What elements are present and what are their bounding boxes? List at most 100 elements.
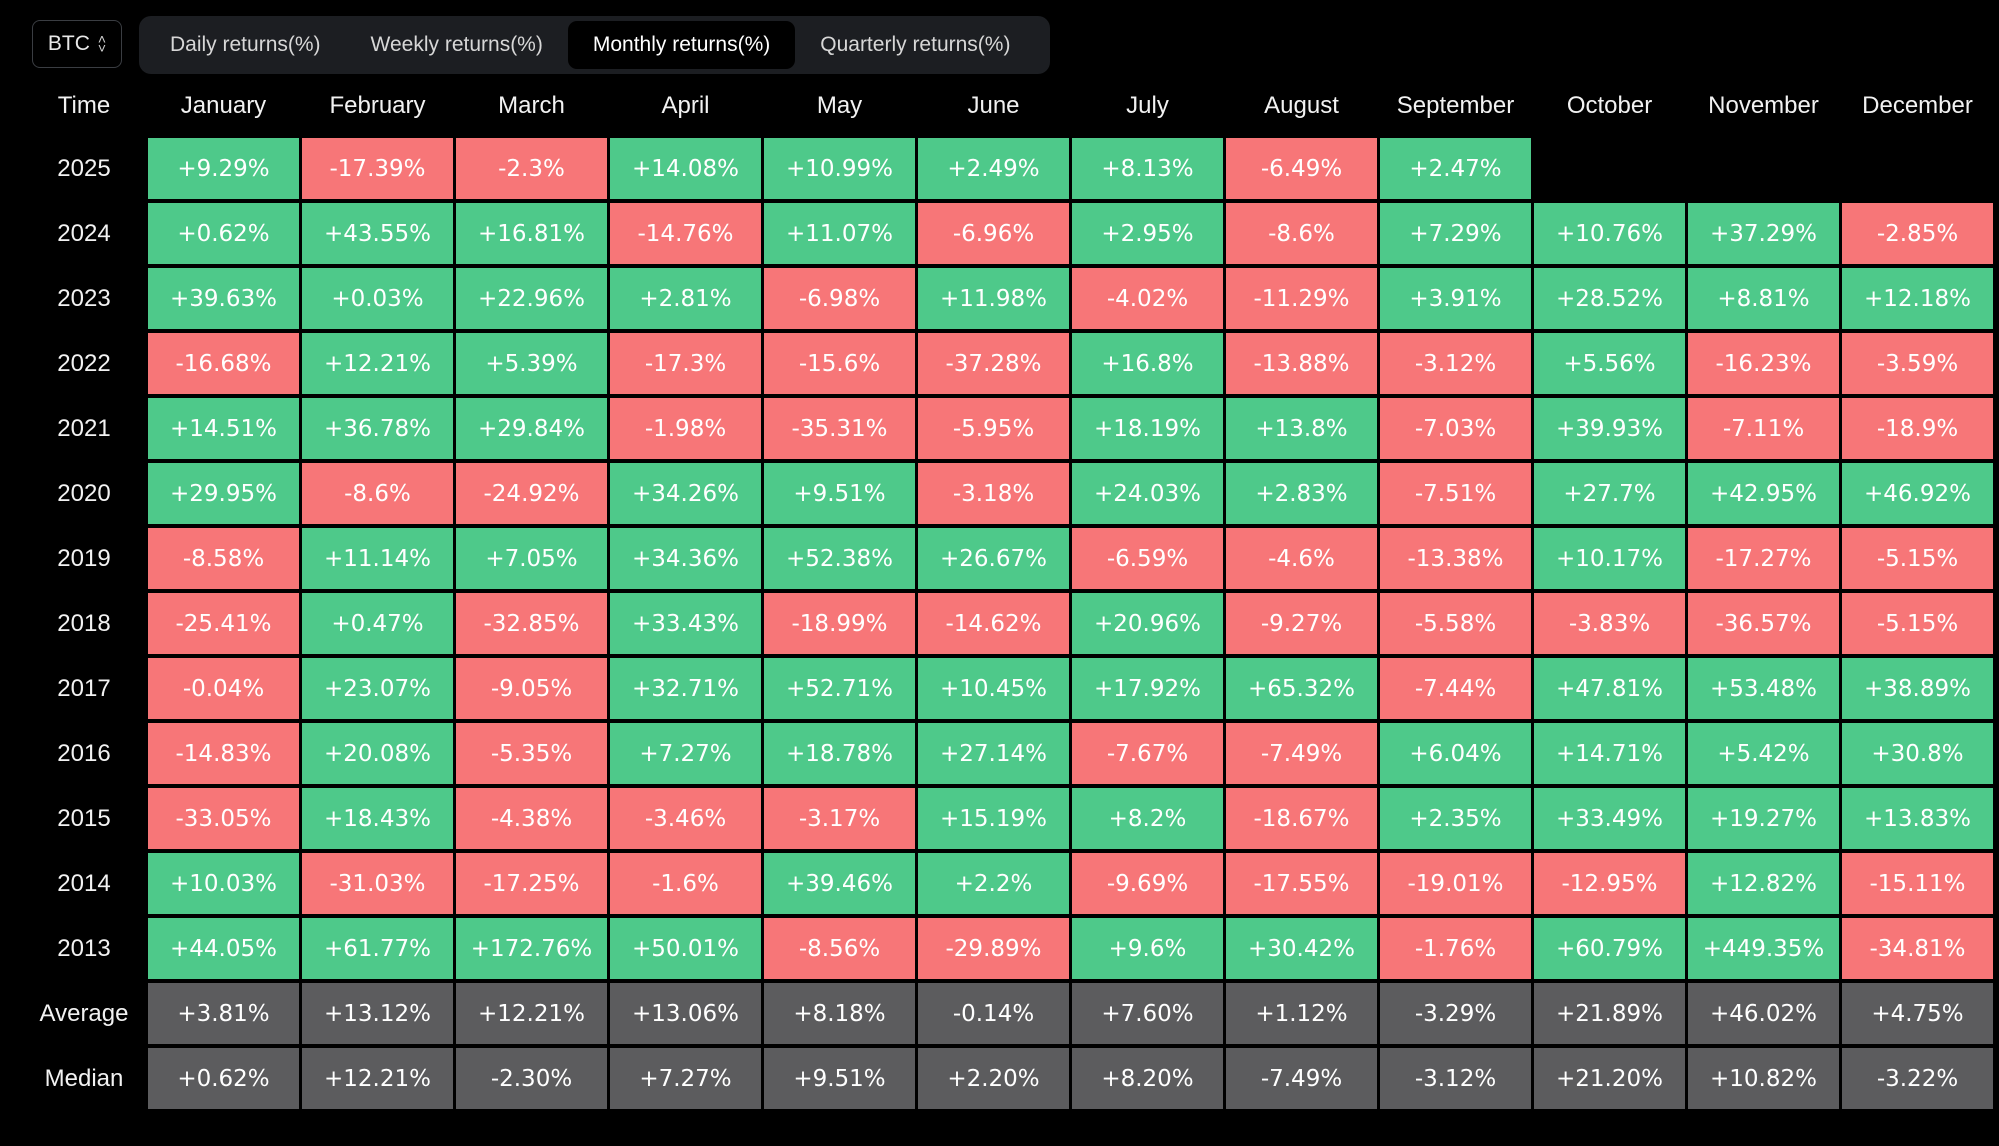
year-row-label: 2019 bbox=[57, 544, 111, 572]
return-cell: +10.99% bbox=[764, 138, 915, 199]
year-row-label: 2013 bbox=[57, 934, 111, 962]
month-header: June bbox=[967, 92, 1020, 119]
return-cell: +12.82% bbox=[1688, 853, 1839, 914]
return-cell: +2.49% bbox=[918, 138, 1069, 199]
monthly-returns-heatmap: Time January February March April May June July… bbox=[23, 78, 1993, 1109]
return-cell: -9.05% bbox=[456, 658, 607, 719]
return-cell: +18.78% bbox=[764, 723, 915, 784]
month-header: March bbox=[498, 92, 565, 119]
month-header: May bbox=[816, 92, 863, 119]
summary-cell: -7.49% bbox=[1226, 1048, 1377, 1109]
return-cell: -12.95% bbox=[1534, 853, 1685, 914]
return-cell: -17.27% bbox=[1688, 528, 1839, 589]
summary-cell: +3.81% bbox=[148, 983, 299, 1044]
return-cell: +15.19% bbox=[918, 788, 1069, 849]
return-cell: +2.35% bbox=[1380, 788, 1531, 849]
return-cell: +34.36% bbox=[610, 528, 761, 589]
return-cell: -3.18% bbox=[918, 463, 1069, 524]
return-cell: -5.58% bbox=[1380, 593, 1531, 654]
return-cell: -19.01% bbox=[1380, 853, 1531, 914]
return-cell: +14.71% bbox=[1534, 723, 1685, 784]
return-cell: -18.67% bbox=[1226, 788, 1377, 849]
return-cell: +20.08% bbox=[302, 723, 453, 784]
year-row-label: 2018 bbox=[57, 609, 111, 637]
return-cell: +38.89% bbox=[1842, 658, 1993, 719]
return-cell: -4.6% bbox=[1226, 528, 1377, 589]
return-cell: -8.58% bbox=[148, 528, 299, 589]
tab-quarterly-returns[interactable]: Quarterly returns(%) bbox=[820, 33, 1011, 56]
month-header: December bbox=[1862, 92, 1973, 119]
tab-daily-returns[interactable]: Daily returns(%) bbox=[170, 33, 321, 56]
return-cell: -14.76% bbox=[610, 203, 761, 264]
return-cell: -25.41% bbox=[148, 593, 299, 654]
summary-cell: +12.21% bbox=[302, 1048, 453, 1109]
summary-cell: -2.30% bbox=[456, 1048, 607, 1109]
sort-chevron-icon: ˄ ˅ bbox=[97, 31, 107, 56]
return-cell: +7.29% bbox=[1380, 203, 1531, 264]
year-row-label: 2023 bbox=[57, 284, 111, 312]
return-cell: -0.04% bbox=[148, 658, 299, 719]
summary-row-label: Median bbox=[44, 1064, 124, 1092]
return-cell: -6.96% bbox=[918, 203, 1069, 264]
return-cell: +2.95% bbox=[1072, 203, 1223, 264]
return-cell: +8.81% bbox=[1688, 268, 1839, 329]
summary-cell: +46.02% bbox=[1688, 983, 1839, 1044]
month-header: August bbox=[1264, 92, 1339, 119]
return-cell: -9.27% bbox=[1226, 593, 1377, 654]
return-cell: +32.71% bbox=[610, 658, 761, 719]
return-cell: +52.71% bbox=[764, 658, 915, 719]
return-cell: +20.96% bbox=[1072, 593, 1223, 654]
return-cell: -18.9% bbox=[1842, 398, 1993, 459]
return-cell: +13.83% bbox=[1842, 788, 1993, 849]
summary-cell: +7.27% bbox=[610, 1048, 761, 1109]
return-cell: +65.32% bbox=[1226, 658, 1377, 719]
return-cell: +22.96% bbox=[456, 268, 607, 329]
return-cell: -17.25% bbox=[456, 853, 607, 914]
return-cell: +5.39% bbox=[456, 333, 607, 394]
return-cell: +10.17% bbox=[1534, 528, 1685, 589]
return-cell: +5.42% bbox=[1688, 723, 1839, 784]
summary-cell: -3.29% bbox=[1380, 983, 1531, 1044]
return-cell: +19.27% bbox=[1688, 788, 1839, 849]
return-cell: -13.88% bbox=[1226, 333, 1377, 394]
summary-cell: +0.62% bbox=[148, 1048, 299, 1109]
return-cell: -1.6% bbox=[610, 853, 761, 914]
return-cell: +0.62% bbox=[148, 203, 299, 264]
return-cell: +10.76% bbox=[1534, 203, 1685, 264]
month-header: November bbox=[1708, 92, 1819, 119]
summary-cell: -3.12% bbox=[1380, 1048, 1531, 1109]
asset-selector[interactable]: BTC ˄ ˅ bbox=[32, 20, 122, 68]
tab-monthly-returns[interactable]: Monthly returns(%) bbox=[567, 21, 796, 69]
return-cell: -5.95% bbox=[918, 398, 1069, 459]
return-cell: -7.11% bbox=[1688, 398, 1839, 459]
summary-cell: +13.12% bbox=[302, 983, 453, 1044]
return-cell: +9.51% bbox=[764, 463, 915, 524]
return-cell: +27.14% bbox=[918, 723, 1069, 784]
month-header: July bbox=[1126, 92, 1169, 119]
summary-cell: +21.20% bbox=[1534, 1048, 1685, 1109]
return-cell: +29.84% bbox=[456, 398, 607, 459]
summary-cell: +8.18% bbox=[764, 983, 915, 1044]
return-cell bbox=[1534, 138, 1685, 199]
return-cell: +44.05% bbox=[148, 918, 299, 979]
return-cell: -3.46% bbox=[610, 788, 761, 849]
return-cell: -16.68% bbox=[148, 333, 299, 394]
return-cell: +50.01% bbox=[610, 918, 761, 979]
return-cell: +10.03% bbox=[148, 853, 299, 914]
month-header: September bbox=[1396, 92, 1515, 119]
year-row-label: 2022 bbox=[57, 349, 111, 377]
return-cell: +10.45% bbox=[918, 658, 1069, 719]
return-cell: -17.55% bbox=[1226, 853, 1377, 914]
return-cell: +8.13% bbox=[1072, 138, 1223, 199]
return-cell: +34.26% bbox=[610, 463, 761, 524]
return-cell: -34.81% bbox=[1842, 918, 1993, 979]
year-row-label: 2015 bbox=[57, 804, 111, 832]
return-cell: -13.38% bbox=[1380, 528, 1531, 589]
return-cell: -14.83% bbox=[148, 723, 299, 784]
tab-weekly-returns[interactable]: Weekly returns(%) bbox=[370, 33, 543, 56]
return-cell: +7.05% bbox=[456, 528, 607, 589]
year-row-label: 2021 bbox=[57, 414, 111, 442]
return-cell: +172.76% bbox=[456, 918, 607, 979]
return-cell: -15.6% bbox=[764, 333, 915, 394]
return-cell: -7.44% bbox=[1380, 658, 1531, 719]
